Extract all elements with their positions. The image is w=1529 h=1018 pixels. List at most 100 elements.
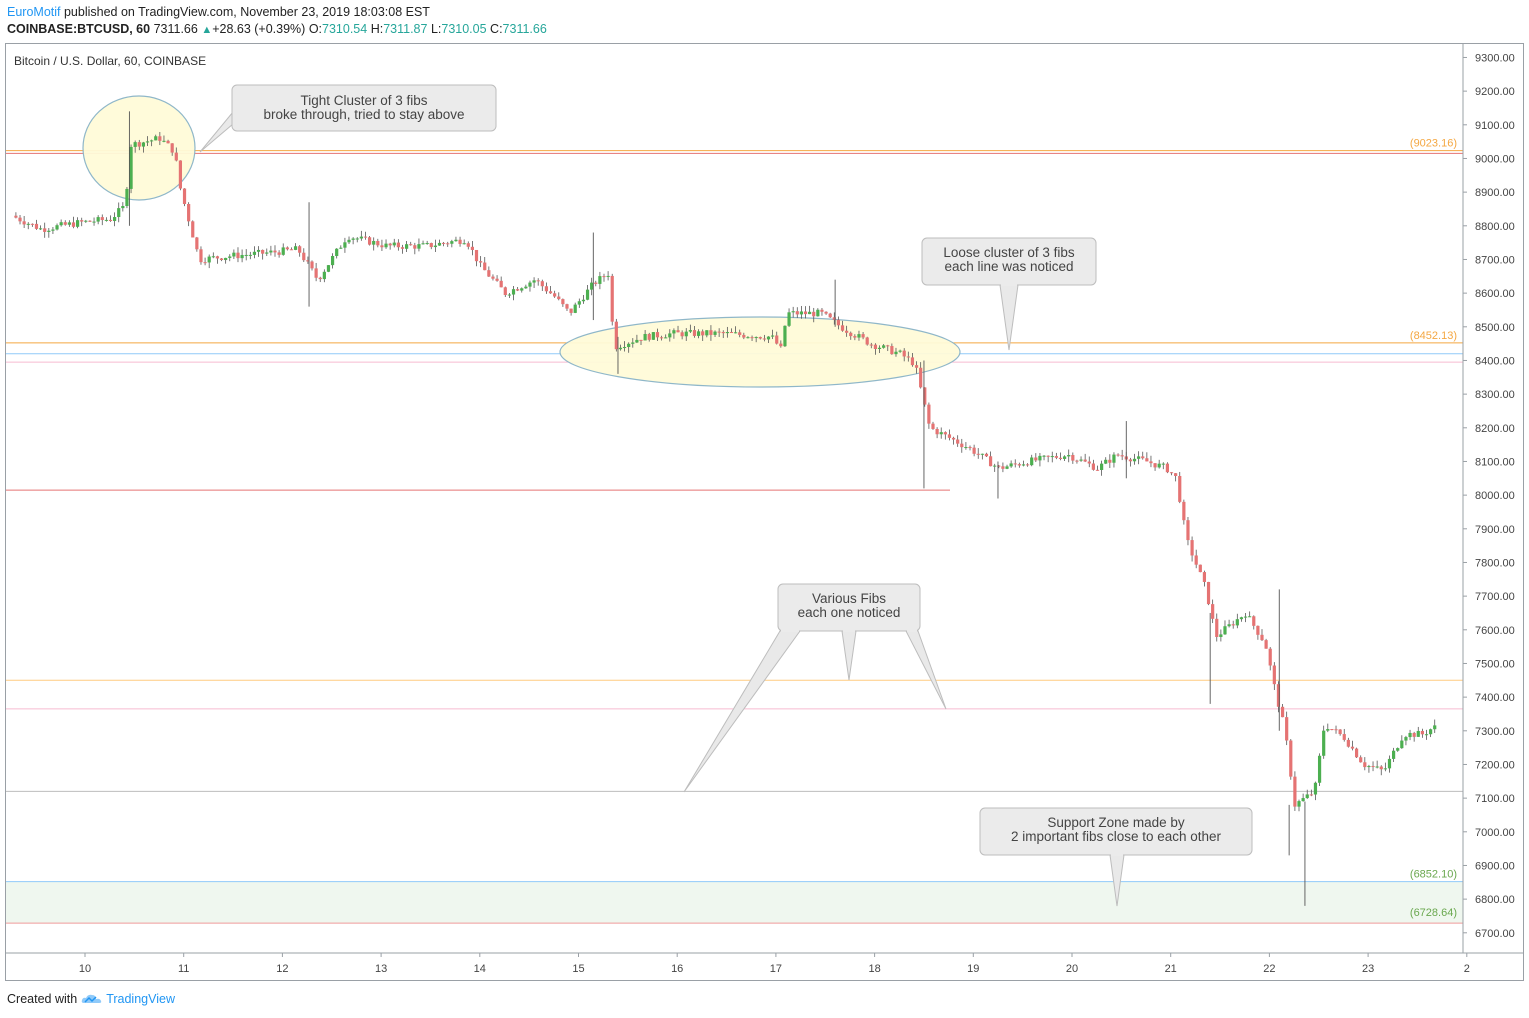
candle-body: [26, 223, 30, 225]
candle-body: [1067, 455, 1071, 457]
candle-body: [869, 344, 873, 346]
price-tick-label: 8600.00: [1475, 288, 1515, 300]
candle-body: [664, 337, 668, 339]
candle-body: [1058, 457, 1063, 459]
candle-body: [717, 331, 721, 333]
candle-body: [1227, 624, 1231, 627]
candle-body: [1322, 730, 1326, 756]
candle-body: [910, 357, 915, 366]
candle-body: [55, 225, 59, 230]
candle-body: [964, 447, 968, 449]
candle-body: [594, 282, 598, 284]
candle-body: [174, 152, 178, 161]
candle-body: [1075, 460, 1079, 462]
candle-body: [273, 250, 277, 253]
candle-body: [302, 252, 306, 261]
candle-body: [1083, 459, 1087, 462]
candle-body: [236, 252, 240, 259]
candle-body: [828, 313, 832, 318]
candle-body: [339, 247, 343, 249]
candle-body: [1153, 463, 1157, 468]
tradingview-logo[interactable]: TradingView: [81, 992, 175, 1006]
candle-body: [1095, 469, 1100, 471]
candle-body: [211, 256, 215, 258]
candle-body: [1165, 463, 1170, 473]
candle-body: [511, 289, 516, 295]
candle-body: [141, 142, 145, 147]
candle-body: [1071, 455, 1075, 461]
candle-body: [314, 268, 318, 278]
candle-body: [738, 332, 742, 335]
candle-body: [771, 335, 775, 337]
candle-body: [30, 223, 34, 225]
footer: Created with TradingView: [7, 992, 175, 1006]
candle-body: [799, 311, 803, 315]
candle-body: [1433, 725, 1437, 730]
candle-body: [984, 453, 989, 457]
candle-body: [121, 206, 125, 209]
candle-body: [1169, 472, 1174, 474]
candle-body: [1326, 729, 1330, 731]
candle-body: [437, 242, 442, 246]
chart-frame[interactable]: [5, 43, 1524, 981]
candle-body: [1091, 463, 1095, 470]
candle-body: [1285, 717, 1289, 741]
candle-body: [898, 350, 902, 352]
candle-body: [1137, 456, 1141, 459]
candle-body: [972, 447, 976, 454]
candle-body: [1309, 794, 1313, 796]
support-zone-fill: [6, 881, 1463, 924]
candle-body: [1161, 463, 1165, 465]
candle-body: [1104, 459, 1108, 464]
close-label: C:: [490, 22, 503, 36]
candle-body: [1248, 616, 1252, 618]
candle-body: [1046, 455, 1050, 457]
candle-body: [947, 434, 952, 438]
candle-body: [762, 338, 766, 340]
candle-body: [252, 251, 257, 255]
candle-body: [520, 288, 524, 291]
candle-body: [384, 243, 388, 248]
candle-body: [429, 242, 433, 248]
time-tick-label: 20: [1066, 963, 1078, 975]
candle-body: [491, 276, 495, 279]
candle-body: [1330, 729, 1334, 731]
callout-text: 2 important fibs close to each other: [1011, 829, 1222, 844]
candle-body: [215, 256, 220, 259]
price-tick-label: 6900.00: [1475, 860, 1515, 872]
candle-body: [158, 136, 162, 141]
annotation-callout[interactable]: Support Zone made by2 important fibs clo…: [979, 807, 1253, 907]
candle-body: [51, 229, 55, 231]
callout-text: broke through, tried to stay above: [263, 107, 464, 122]
candle-body: [1387, 758, 1392, 769]
candle-body: [108, 219, 113, 222]
candle-body: [1190, 540, 1194, 556]
candle-body: [993, 465, 997, 467]
candle-body: [195, 237, 199, 250]
candle-body: [692, 330, 697, 336]
candle-body: [240, 254, 244, 259]
candle-body: [1030, 457, 1034, 466]
candle-body: [840, 325, 845, 331]
candle-body: [906, 356, 910, 358]
candle-body: [1174, 473, 1178, 477]
price-tick-label: 7100.00: [1475, 793, 1515, 805]
candle-body: [1359, 757, 1363, 763]
candle-body: [1416, 730, 1420, 737]
fib-level-label: (6852.10): [1410, 869, 1457, 881]
candle-body: [1276, 684, 1281, 707]
candle-body: [367, 237, 372, 245]
candle-body: [450, 241, 454, 244]
candle-body: [598, 276, 602, 284]
candle-body: [326, 265, 331, 272]
candle-body: [1042, 455, 1046, 457]
change-value: +28.63 (+0.39%): [212, 22, 306, 36]
publish-info: EuroMotif published on TradingView.com, …: [7, 5, 430, 19]
time-tick-label: 12: [276, 963, 288, 975]
candle-body: [931, 423, 935, 429]
author-link[interactable]: EuroMotif: [7, 5, 61, 19]
